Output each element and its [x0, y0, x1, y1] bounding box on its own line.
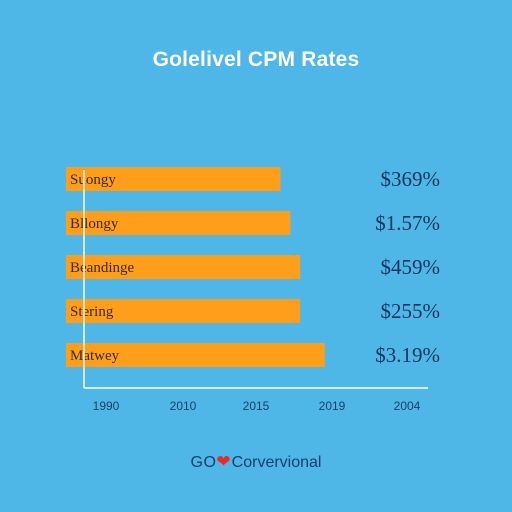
bar-matwey	[66, 343, 325, 367]
chart-title: Golelivel CPM Rates	[152, 48, 360, 71]
value-label-bllongy: $1.57%	[375, 211, 440, 235]
bar-bllongy	[66, 211, 291, 235]
x-tick-label: 1990	[93, 399, 120, 413]
footer-logo: GO❤Corvervional	[0, 452, 512, 472]
bar-label-stering: Stering	[70, 304, 114, 320]
value-label-beandinge: $459%	[381, 255, 441, 279]
x-tick-label: 2015	[243, 399, 270, 413]
value-label-suongy: $369%	[381, 167, 441, 191]
bar-label-bllongy: Bllongy	[70, 216, 119, 232]
bar-stering	[66, 299, 301, 323]
footer-brand: GO	[190, 454, 217, 471]
bar-label-beandinge: Beandinge	[70, 260, 134, 276]
bar-suongy	[66, 167, 281, 191]
x-tick-label: 2010	[170, 399, 197, 413]
bar-beandinge	[66, 255, 301, 279]
heart-icon: ❤	[216, 452, 231, 471]
x-tick-label: 2004	[394, 399, 421, 413]
x-tick-label: 2019	[319, 399, 346, 413]
footer-text: Corvervional	[231, 454, 322, 471]
value-label-matwey: $3.19%	[375, 343, 440, 367]
bar-label-matwey: Matwey	[70, 348, 120, 364]
value-label-stering: $255%	[381, 299, 441, 323]
bar-label-suongy: Suongy	[70, 172, 116, 188]
